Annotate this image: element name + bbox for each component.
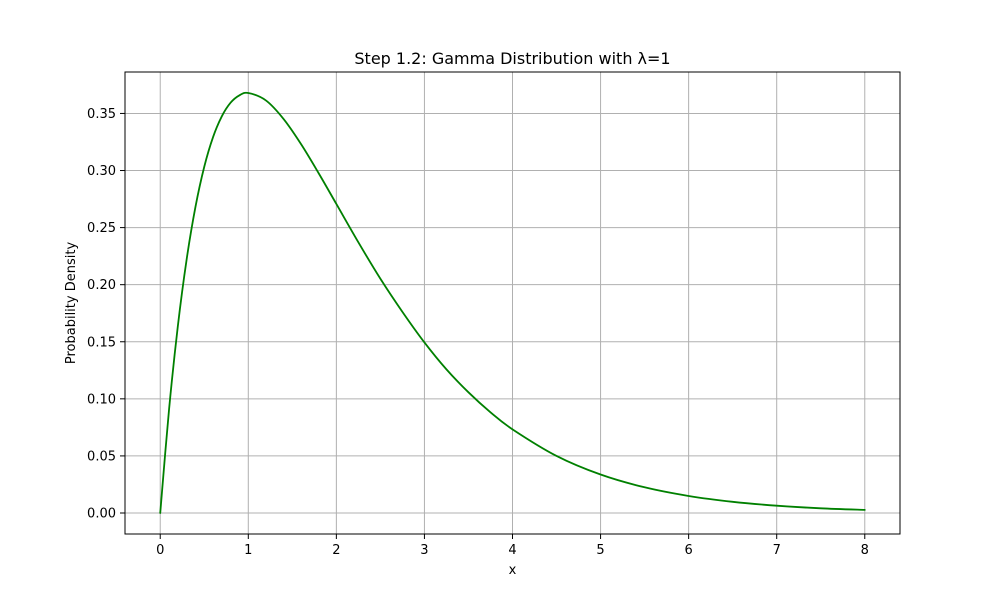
- x-tick-label: 3: [420, 543, 428, 558]
- x-tick-label: 0: [156, 543, 164, 558]
- series-line-0: [159, 91, 866, 514]
- chart-title: Step 1.2: Gamma Distribution with λ=1: [354, 49, 670, 68]
- y-tick-label: 0.15: [87, 335, 116, 350]
- y-tick-label: 0.05: [87, 449, 116, 464]
- tick-layer: 0 1 2 3 4 5 6 7 8 0.00 0.05 0.10 0.15 0.20 0.25 0.30 0.3…: [87, 107, 869, 558]
- x-tick-label: 5: [596, 543, 604, 558]
- x-tick-label: 8: [861, 543, 869, 558]
- x-tick-label: 1: [244, 543, 252, 558]
- series-layer: [159, 91, 866, 514]
- y-tick-label: 0.25: [87, 221, 116, 236]
- y-tick-label: 0.35: [87, 107, 116, 122]
- x-tick-label: 2: [332, 543, 340, 558]
- x-tick-label: 7: [773, 543, 781, 558]
- x-tick-label: 6: [684, 543, 692, 558]
- y-tick-label: 0.00: [87, 506, 116, 521]
- y-tick-label: 0.30: [87, 164, 116, 179]
- x-axis-label: x: [509, 563, 517, 578]
- x-tick-label: 4: [508, 543, 516, 558]
- y-axis-label: Probability Density: [64, 242, 79, 365]
- y-tick-label: 0.20: [87, 278, 116, 293]
- grid-layer: [125, 72, 900, 534]
- y-tick-label: 0.10: [87, 392, 116, 407]
